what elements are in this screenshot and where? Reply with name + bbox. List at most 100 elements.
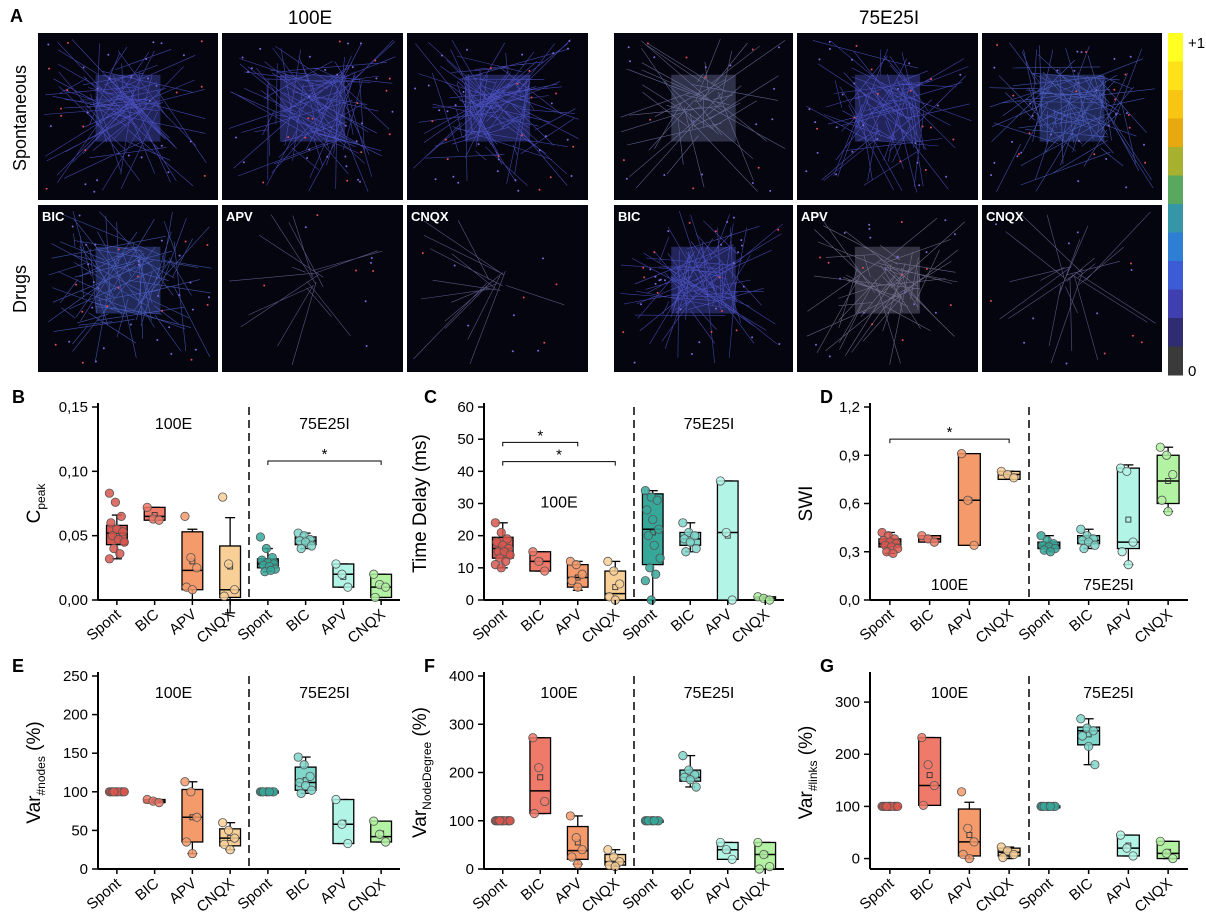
thumb-node — [1020, 151, 1023, 154]
thumb-node — [945, 175, 948, 178]
thumb-node — [549, 176, 552, 179]
thumb-links — [620, 211, 783, 364]
thumb-node — [816, 151, 819, 154]
data-point — [721, 845, 731, 855]
data-point — [1076, 524, 1086, 534]
thumb-node — [566, 138, 569, 141]
thumb-node — [161, 309, 163, 312]
thumb-node — [751, 336, 754, 339]
colorbar-segment — [1168, 33, 1183, 62]
thumb-node — [92, 281, 95, 284]
data-point — [109, 543, 119, 554]
network-thumb-sp-75-1 — [614, 33, 793, 200]
thumb-node — [1018, 153, 1020, 155]
data-point — [154, 515, 164, 525]
thumb-node — [208, 296, 210, 299]
thumb-node — [550, 102, 553, 105]
network-thumb-sp-100E-2 — [222, 33, 403, 200]
data-point — [888, 548, 898, 558]
data-point — [266, 565, 276, 576]
data-point — [261, 543, 271, 554]
data-point — [715, 476, 725, 486]
thumb-node — [167, 171, 170, 174]
thumb-node — [1125, 112, 1128, 115]
thumb-node — [1056, 69, 1059, 72]
thumb-node — [250, 67, 253, 70]
thumb-node — [737, 251, 740, 254]
colorbar-segment — [1168, 232, 1183, 262]
box-apv-6 — [1115, 830, 1140, 861]
thumb-node — [96, 87, 99, 90]
box-bic-1 — [917, 531, 942, 547]
box-bic-1 — [528, 733, 552, 819]
data-point — [969, 837, 979, 847]
data-point — [540, 566, 550, 576]
x-tick-label: BIC — [668, 875, 698, 904]
thumb-node — [385, 89, 388, 92]
thumb-node — [622, 331, 625, 334]
data-point — [923, 760, 933, 770]
box-spont-0 — [877, 801, 903, 812]
data-point — [490, 518, 500, 528]
thumb-node — [542, 257, 544, 260]
box-apv-2 — [180, 777, 204, 859]
thumb-node — [570, 175, 573, 177]
box-spont-0 — [490, 518, 515, 573]
thumb-node — [93, 190, 96, 193]
thumb-node — [1131, 334, 1134, 337]
thumb-node — [876, 92, 879, 95]
box-apv-2 — [956, 449, 981, 550]
thumb-node — [936, 104, 939, 107]
thumb-node — [462, 90, 465, 93]
panel-letter: G — [820, 656, 834, 676]
thumb-node — [145, 58, 148, 60]
drug-label: BIC — [42, 209, 65, 224]
thumb-node — [364, 300, 367, 303]
data-point — [573, 582, 583, 592]
thumb-node — [446, 110, 449, 113]
box-spont-0 — [104, 488, 129, 564]
thumb-node — [815, 343, 817, 346]
thumb-node — [1093, 153, 1096, 156]
thumb-node — [259, 47, 262, 50]
data-point — [651, 569, 661, 579]
thumb-background — [38, 205, 218, 372]
thumb-node — [896, 256, 899, 259]
thumb-node — [701, 173, 704, 176]
thumb-node — [1076, 50, 1079, 53]
data-point — [1122, 843, 1132, 853]
thumb-node — [235, 136, 237, 139]
thumb-node — [729, 64, 732, 67]
thumb-node — [467, 324, 470, 327]
thumb-node — [1130, 269, 1133, 271]
box-bic-1 — [528, 547, 552, 576]
thumb-node — [710, 330, 713, 333]
colorbar-segment — [1168, 289, 1183, 319]
data-point — [754, 864, 764, 874]
box-cnqx-7 — [369, 569, 393, 603]
thumb-node — [1128, 126, 1131, 129]
thumb-node — [194, 348, 197, 351]
thumb-node — [633, 361, 636, 364]
thumb-node — [778, 46, 780, 49]
drug-label: APV — [801, 209, 828, 224]
thumb-node — [200, 40, 203, 43]
data-point — [119, 787, 129, 797]
thumb-node — [97, 287, 100, 290]
data-point — [115, 549, 125, 559]
thumb-node — [871, 323, 874, 326]
x-tick-label: Spont — [234, 606, 276, 645]
x-tick-label: Spont — [469, 606, 511, 645]
thumb-node — [457, 181, 460, 184]
thumb-node — [160, 42, 163, 45]
box-bic-5 — [1076, 524, 1101, 554]
panel-letter: D — [820, 387, 833, 407]
data-point — [380, 837, 391, 847]
box-bic-1 — [917, 732, 942, 810]
thumb-node — [863, 311, 865, 314]
thumb-node — [338, 40, 341, 43]
thumb-node — [360, 122, 363, 125]
thumb-node — [908, 62, 911, 65]
thumb-node — [512, 314, 515, 317]
thumb-node — [704, 66, 707, 69]
